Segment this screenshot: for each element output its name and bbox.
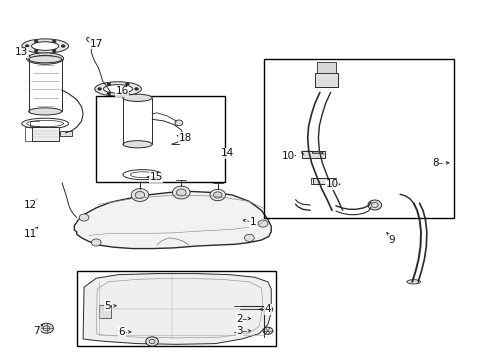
Text: 5: 5 — [104, 301, 110, 311]
Circle shape — [107, 83, 111, 86]
Circle shape — [263, 306, 272, 313]
Bar — [31, 127, 59, 141]
Text: 1: 1 — [249, 217, 256, 227]
Text: 9: 9 — [388, 235, 394, 245]
Circle shape — [135, 192, 144, 198]
Circle shape — [25, 45, 29, 48]
Circle shape — [34, 40, 38, 43]
Circle shape — [176, 189, 186, 196]
Ellipse shape — [122, 94, 152, 102]
Circle shape — [175, 120, 183, 126]
Text: 10: 10 — [325, 179, 338, 189]
Ellipse shape — [406, 280, 420, 284]
Circle shape — [61, 45, 65, 48]
Circle shape — [209, 189, 225, 201]
Text: 8: 8 — [431, 158, 438, 168]
Text: 13: 13 — [15, 47, 28, 57]
Text: 11: 11 — [24, 229, 37, 239]
Circle shape — [244, 234, 254, 242]
Text: 17: 17 — [89, 39, 102, 49]
Ellipse shape — [29, 56, 61, 63]
Text: 18: 18 — [178, 133, 191, 143]
Bar — [77, 271, 276, 346]
Bar — [99, 305, 111, 318]
Bar — [264, 59, 453, 217]
Circle shape — [98, 87, 102, 90]
Ellipse shape — [122, 141, 152, 148]
Text: 15: 15 — [149, 172, 163, 182]
PathPatch shape — [83, 274, 271, 344]
Circle shape — [125, 92, 129, 95]
Text: 10: 10 — [281, 151, 294, 161]
Circle shape — [91, 239, 101, 246]
PathPatch shape — [74, 192, 271, 249]
Circle shape — [52, 49, 56, 52]
Text: 6: 6 — [119, 327, 125, 337]
Circle shape — [107, 92, 111, 95]
Text: 4: 4 — [264, 304, 271, 314]
Text: 3: 3 — [236, 326, 243, 336]
Ellipse shape — [27, 53, 63, 64]
Circle shape — [263, 327, 272, 334]
Text: 12: 12 — [24, 200, 37, 210]
Ellipse shape — [31, 42, 59, 50]
Circle shape — [258, 220, 267, 227]
Bar — [301, 152, 325, 158]
Circle shape — [145, 337, 158, 346]
Circle shape — [367, 200, 381, 210]
Circle shape — [125, 83, 129, 86]
Ellipse shape — [22, 39, 68, 53]
Ellipse shape — [29, 108, 61, 115]
Circle shape — [79, 214, 89, 221]
Bar — [60, 131, 72, 136]
Circle shape — [34, 49, 38, 52]
Circle shape — [172, 186, 190, 199]
Circle shape — [40, 323, 53, 333]
Text: 16: 16 — [115, 86, 128, 96]
Bar — [96, 96, 224, 182]
Text: 2: 2 — [236, 314, 243, 324]
Ellipse shape — [34, 55, 56, 62]
Circle shape — [52, 40, 56, 43]
Text: 7: 7 — [34, 326, 40, 336]
Text: 14: 14 — [221, 148, 234, 158]
Circle shape — [131, 189, 148, 202]
Ellipse shape — [103, 85, 132, 93]
Ellipse shape — [95, 82, 141, 96]
Bar — [317, 62, 335, 73]
Circle shape — [213, 192, 222, 198]
Circle shape — [134, 87, 138, 90]
Bar — [312, 178, 334, 184]
Bar — [314, 73, 338, 87]
